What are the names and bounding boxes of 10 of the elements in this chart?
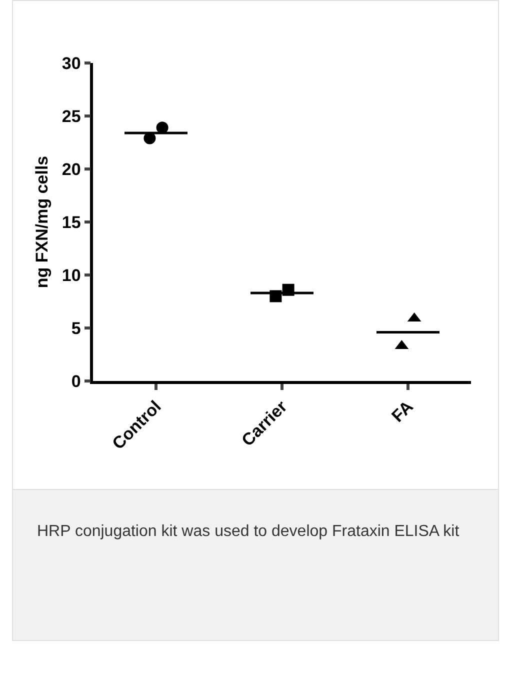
- text: HRP conjugation kit was used to develop Frataxin ELISA kit: [37, 522, 460, 542]
- x-tick-label: FA: [388, 397, 417, 426]
- y-tick-label: 30: [62, 54, 81, 73]
- y-tick-label: 10: [62, 266, 81, 285]
- y-axis-title: ng FXN/mg cells: [32, 156, 52, 288]
- y-tick-label: 25: [62, 106, 81, 126]
- y-tick-label: 15: [62, 212, 81, 232]
- y-tick-label: 20: [62, 160, 81, 179]
- y-tick-label: 5: [71, 318, 81, 338]
- y-tick-label: 0: [71, 372, 81, 391]
